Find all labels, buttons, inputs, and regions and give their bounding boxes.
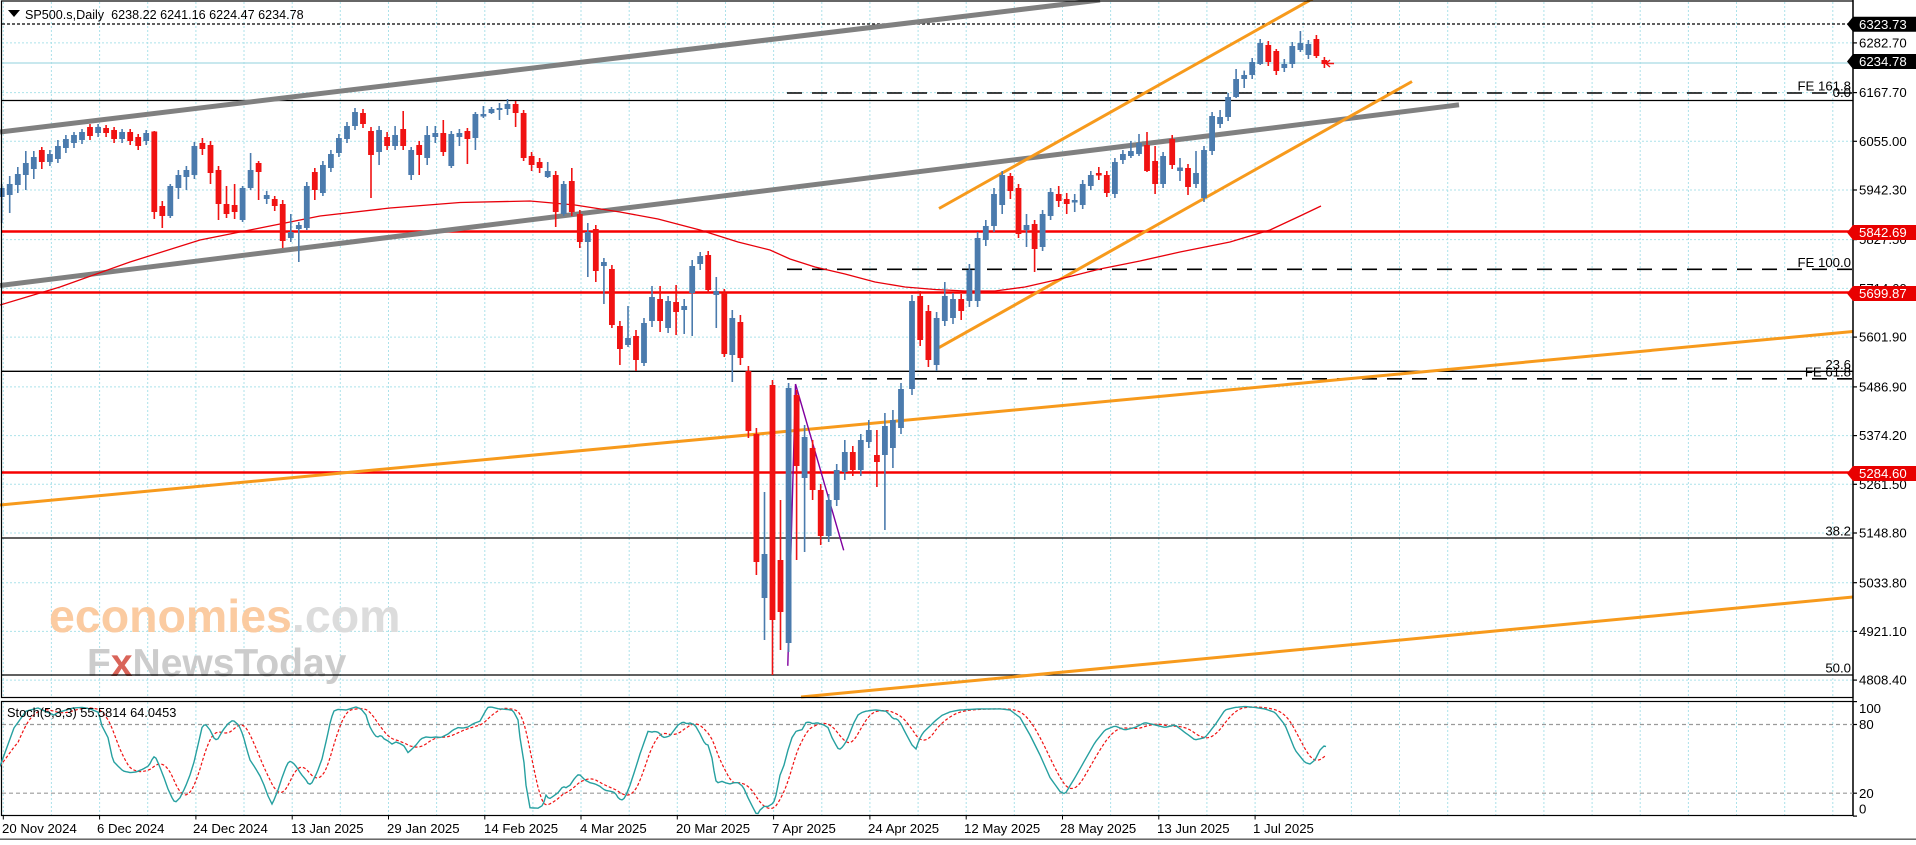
svg-text:13 Jan 2025: 13 Jan 2025 <box>291 821 364 836</box>
svg-text:7 Apr 2025: 7 Apr 2025 <box>772 821 836 836</box>
svg-text:5374.20: 5374.20 <box>1859 428 1907 443</box>
svg-text:38.2: 38.2 <box>1825 524 1851 539</box>
svg-text:23.6: 23.6 <box>1825 357 1851 372</box>
svg-text:6282.70: 6282.70 <box>1859 36 1907 51</box>
svg-text:5148.80: 5148.80 <box>1859 526 1907 541</box>
svg-text:6323.73: 6323.73 <box>1859 17 1907 32</box>
svg-text:FxNewsToday: FxNewsToday <box>87 642 347 685</box>
svg-text:20: 20 <box>1859 786 1874 801</box>
svg-text:100: 100 <box>1859 701 1881 716</box>
svg-text:24 Apr 2025: 24 Apr 2025 <box>868 821 939 836</box>
svg-text:5033.80: 5033.80 <box>1859 575 1907 590</box>
svg-text:5699.87: 5699.87 <box>1859 286 1907 301</box>
svg-text:80: 80 <box>1859 717 1874 732</box>
svg-text:SP500.s,Daily 6238.22 6241.16: SP500.s,Daily 6238.22 6241.16 6224.47 62… <box>25 8 304 22</box>
svg-text:FE 61.8: FE 61.8 <box>1805 365 1851 380</box>
svg-text:5486.90: 5486.90 <box>1859 380 1907 395</box>
svg-text:6 Dec 2024: 6 Dec 2024 <box>97 821 164 836</box>
svg-text:5284.60: 5284.60 <box>1859 466 1907 481</box>
svg-text:0: 0 <box>1859 802 1866 817</box>
svg-text:6167.70: 6167.70 <box>1859 85 1907 100</box>
svg-text:0.0: 0.0 <box>1833 85 1851 100</box>
svg-text:6055.00: 6055.00 <box>1859 134 1907 149</box>
svg-text:1 Jul 2025: 1 Jul 2025 <box>1253 821 1314 836</box>
svg-text:24 Dec 2024: 24 Dec 2024 <box>193 821 268 836</box>
svg-text:Stoch(5,3,3) 55.5814 64.0453: Stoch(5,3,3) 55.5814 64.0453 <box>7 705 176 720</box>
svg-text:4 Mar 2025: 4 Mar 2025 <box>580 821 647 836</box>
svg-text:13 Jun 2025: 13 Jun 2025 <box>1157 821 1230 836</box>
svg-text:50.0: 50.0 <box>1825 661 1851 676</box>
svg-text:20 Nov 2024: 20 Nov 2024 <box>2 821 77 836</box>
svg-text:FE 161.8: FE 161.8 <box>1797 79 1851 94</box>
svg-text:12 May 2025: 12 May 2025 <box>964 821 1040 836</box>
svg-text:4808.40: 4808.40 <box>1859 673 1907 688</box>
svg-text:FE 100.0: FE 100.0 <box>1797 255 1851 270</box>
svg-text:4921.10: 4921.10 <box>1859 624 1907 639</box>
svg-text:5842.69: 5842.69 <box>1859 225 1907 240</box>
svg-text:29 Jan 2025: 29 Jan 2025 <box>387 821 460 836</box>
svg-text:economies.com: economies.com <box>49 590 400 642</box>
svg-text:28 May 2025: 28 May 2025 <box>1060 821 1136 836</box>
svg-text:6234.78: 6234.78 <box>1859 54 1907 69</box>
svg-text:5942.30: 5942.30 <box>1859 183 1907 198</box>
svg-text:5601.90: 5601.90 <box>1859 330 1907 345</box>
svg-text:20 Mar 2025: 20 Mar 2025 <box>676 821 750 836</box>
svg-text:14 Feb 2025: 14 Feb 2025 <box>484 821 558 836</box>
